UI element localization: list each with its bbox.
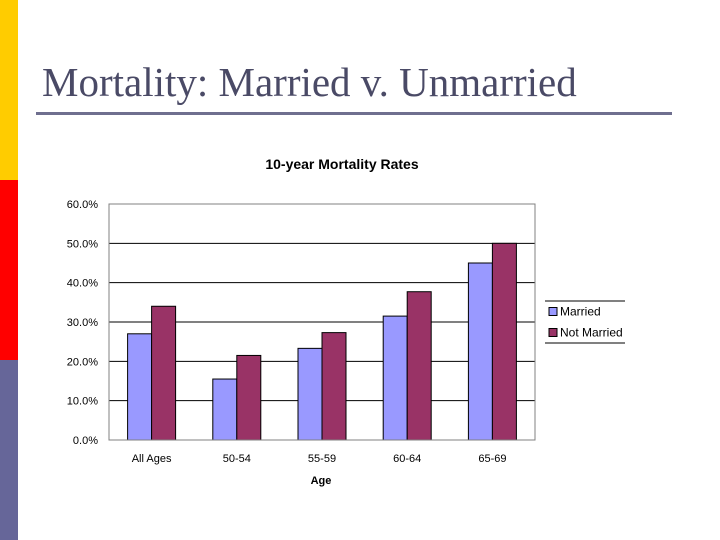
legend-label: Married <box>560 305 601 319</box>
x-axis-label: Age <box>311 475 332 487</box>
bar-not-married <box>321 332 347 441</box>
accent-bar-yellow <box>0 0 18 180</box>
y-tick-label: 40.0% <box>67 278 98 290</box>
bar-not-married <box>236 354 262 441</box>
accent-bar-purple <box>0 360 18 540</box>
bar-married <box>297 347 323 441</box>
x-tick-label: 50-54 <box>223 453 251 465</box>
title-underline <box>36 112 672 115</box>
bar-not-married <box>406 291 432 441</box>
bar-not-married <box>151 305 177 441</box>
slide-title: Mortality: Married v. Unmarried <box>42 59 577 105</box>
accent-bar-red <box>0 180 18 360</box>
legend-swatch <box>548 328 558 337</box>
y-tick-label: 0.0% <box>73 435 98 447</box>
bar-married <box>127 333 153 441</box>
y-tick-label: 60.0% <box>67 199 98 211</box>
legend-swatch <box>548 307 558 316</box>
x-tick-label: 60-64 <box>393 453 421 465</box>
y-tick-label: 10.0% <box>67 396 98 408</box>
chart-title: 10-year Mortality Rates <box>265 156 419 172</box>
bar-not-married <box>491 242 517 441</box>
legend-label: Not Married <box>560 326 623 340</box>
y-tick-label: 50.0% <box>67 238 98 250</box>
x-tick-label: 65-69 <box>478 453 506 465</box>
y-tick-label: 20.0% <box>67 356 98 368</box>
x-tick-label: All Ages <box>132 453 172 465</box>
bar-married <box>212 378 238 441</box>
bar-married <box>467 262 493 441</box>
y-tick-label: 30.0% <box>67 317 98 329</box>
plot-area-border <box>108 203 536 441</box>
bar-married <box>382 315 408 441</box>
x-tick-label: 55-59 <box>308 453 336 465</box>
